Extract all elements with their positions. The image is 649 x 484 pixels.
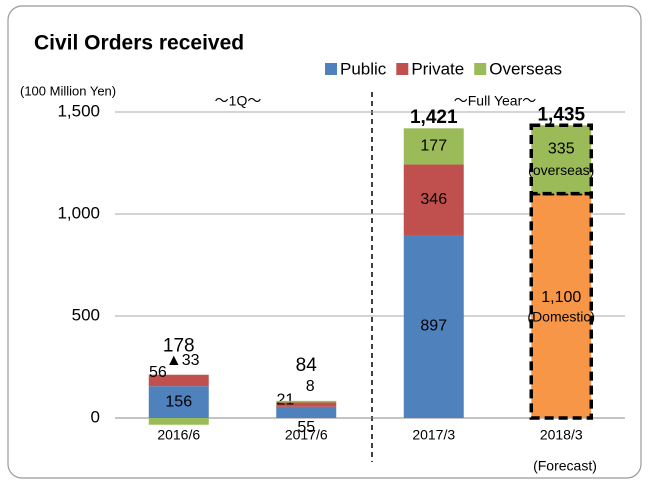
y-tick-label: 0 [91, 407, 100, 426]
x-tick-label: 2017/3 [412, 427, 455, 443]
data-label: (Domestic) [527, 309, 595, 325]
bar-segment [148, 418, 209, 425]
y-axis-label: (100 Million Yen) [20, 83, 116, 98]
y-tick-label: 500 [72, 305, 100, 324]
x-tick-label: 2017/6 [285, 427, 328, 443]
data-label: (overseas) [528, 162, 594, 178]
bar-segment [403, 164, 464, 236]
legend-swatch [396, 63, 409, 75]
legend-swatch [325, 63, 337, 75]
data-label: 55 [297, 419, 315, 436]
y-tick-label: 1,000 [57, 203, 100, 222]
data-label: 1,100 [541, 289, 581, 306]
x-tick-label: 2016/6 [157, 427, 200, 443]
data-label: ▲33 [166, 352, 200, 369]
frame [7, 5, 642, 479]
annotation: (Forecast) [533, 458, 597, 474]
annotation: 〜1Q〜 [215, 93, 262, 109]
legend-label: Private [411, 59, 464, 78]
total-label: 1,435 [537, 104, 585, 125]
total-label: 178 [163, 336, 195, 357]
bar-segment [276, 406, 337, 418]
bar-segment [276, 400, 337, 403]
bar-segment [148, 374, 209, 387]
annotation: 〜Full Year〜 [454, 93, 536, 109]
data-label: 335 [548, 141, 575, 158]
data-label: 56 [149, 364, 167, 381]
y-tick-label: 1,500 [57, 101, 100, 120]
legend-label: Public [340, 59, 387, 78]
bar-segment [403, 235, 464, 418]
bar-segment [148, 386, 209, 418]
total-label: 84 [296, 355, 318, 376]
total-label: 1,421 [410, 107, 458, 128]
chart-title: Civil Orders received [34, 32, 244, 55]
legend-label: Overseas [489, 59, 562, 78]
data-label: 346 [420, 191, 447, 208]
data-label: 177 [420, 138, 447, 155]
data-label: 21 [276, 392, 294, 409]
bar-segment [276, 402, 337, 407]
data-label: 897 [420, 318, 447, 335]
bar-segment [403, 128, 464, 165]
bar-segment [529, 191, 593, 420]
x-tick-label: 2018/3 [540, 427, 583, 443]
data-label: 156 [165, 393, 192, 410]
data-label: 8 [306, 378, 315, 395]
legend-swatch [474, 63, 487, 75]
bar-segment [529, 123, 593, 196]
